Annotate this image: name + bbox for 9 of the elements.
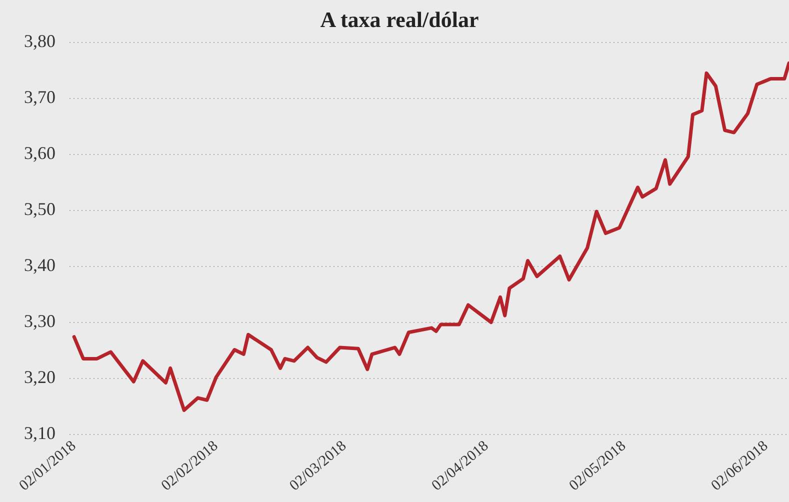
chart-title: A taxa real/dólar xyxy=(320,6,479,32)
y-tick-label: 3,30 xyxy=(24,311,56,332)
y-tick-label: 3,50 xyxy=(24,199,56,220)
y-tick-label: 3,10 xyxy=(24,423,56,444)
y-tick-label: 3,20 xyxy=(24,367,56,388)
y-tick-label: 3,60 xyxy=(24,143,56,164)
y-tick-label: 3,80 xyxy=(24,31,56,52)
y-tick-label: 3,70 xyxy=(24,87,56,108)
y-tick-label: 3,40 xyxy=(24,255,56,276)
